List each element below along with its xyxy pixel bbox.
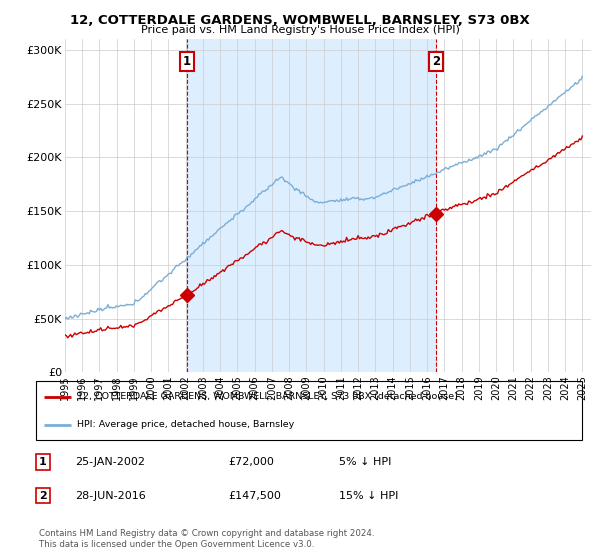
- Text: 28-JUN-2016: 28-JUN-2016: [75, 491, 146, 501]
- Text: 25-JAN-2002: 25-JAN-2002: [75, 457, 145, 467]
- Text: 12, COTTERDALE GARDENS, WOMBWELL, BARNSLEY, S73 0BX: 12, COTTERDALE GARDENS, WOMBWELL, BARNSL…: [70, 14, 530, 27]
- Text: 2: 2: [431, 55, 440, 68]
- Bar: [187, 39, 436, 372]
- Text: £147,500: £147,500: [228, 491, 281, 501]
- Text: 2: 2: [39, 491, 47, 501]
- Text: HPI: Average price, detached house, Barnsley: HPI: Average price, detached house, Barn…: [77, 421, 294, 430]
- Text: 12, COTTERDALE GARDENS, WOMBWELL, BARNSLEY, S73 0BX (detached house): 12, COTTERDALE GARDENS, WOMBWELL, BARNSL…: [77, 392, 458, 401]
- Text: Contains HM Land Registry data © Crown copyright and database right 2024.
This d: Contains HM Land Registry data © Crown c…: [39, 529, 374, 549]
- Text: 1: 1: [183, 55, 191, 68]
- Text: 5% ↓ HPI: 5% ↓ HPI: [339, 457, 391, 467]
- Text: 15% ↓ HPI: 15% ↓ HPI: [339, 491, 398, 501]
- Text: Price paid vs. HM Land Registry's House Price Index (HPI): Price paid vs. HM Land Registry's House …: [140, 25, 460, 35]
- Text: £72,000: £72,000: [228, 457, 274, 467]
- Text: 1: 1: [39, 457, 47, 467]
